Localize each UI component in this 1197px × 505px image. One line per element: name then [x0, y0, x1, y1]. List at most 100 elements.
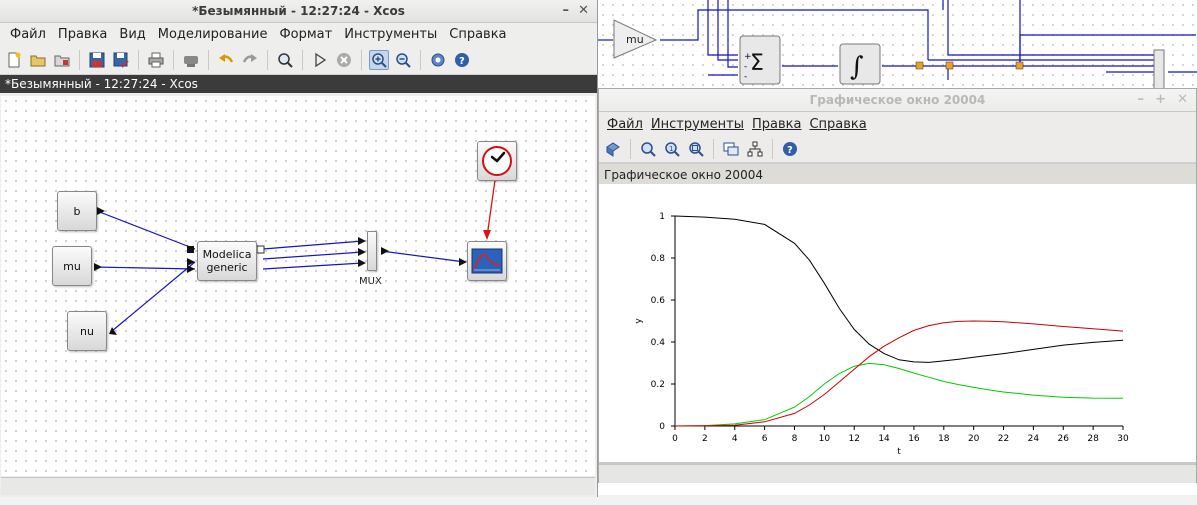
- document-tab[interactable]: *Безымянный - 12:27:24 - Xcos: [0, 75, 597, 93]
- integral-block[interactable]: [839, 43, 881, 85]
- help-icon[interactable]: ?: [780, 139, 800, 159]
- series-line-2: [674, 320, 1124, 427]
- zoom-out-icon[interactable]: [393, 50, 413, 70]
- graphics-menu-tools[interactable]: Инструменты: [650, 116, 744, 132]
- constant-block-b[interactable]: b: [57, 191, 97, 231]
- close-icon[interactable]: ✕: [1177, 92, 1188, 107]
- y-tick-label: 1: [659, 212, 665, 222]
- diagram-links: [93, 179, 496, 335]
- y-tick-label: 0.8: [651, 254, 666, 264]
- mux-block[interactable]: [367, 231, 377, 271]
- redo-icon[interactable]: [240, 50, 260, 70]
- background-diagram-window: Σ + - - ∫ mu: [598, 0, 1197, 90]
- help-icon[interactable]: ?: [452, 50, 472, 70]
- gain-block-shape: [613, 19, 658, 59]
- sum-symbol: Σ: [750, 51, 764, 76]
- diagram-canvas[interactable]: b mu nu Modelica generic MUX: [1, 96, 595, 476]
- modelica-generic-block[interactable]: Modelica generic: [197, 241, 257, 281]
- maximize-icon[interactable]: +: [1155, 92, 1166, 107]
- graphics-menu-edit[interactable]: Правка: [751, 116, 802, 132]
- zoom-fit-icon[interactable]: [686, 139, 706, 159]
- xcos-statusbar: [1, 477, 595, 495]
- stop-icon[interactable]: [334, 50, 354, 70]
- x-tick-label: 14: [878, 434, 890, 444]
- clock-block[interactable]: [477, 141, 517, 181]
- desktop-strip: [0, 495, 1197, 505]
- export-icon[interactable]: [181, 50, 201, 70]
- modelica-label-line2: generic: [206, 261, 248, 274]
- graphics-menu-file[interactable]: Файл: [607, 116, 643, 132]
- svg-text:+: +: [744, 52, 752, 62]
- new-icon[interactable]: [4, 50, 24, 70]
- setup-icon[interactable]: [428, 50, 448, 70]
- zoom-in-icon[interactable]: [369, 50, 389, 70]
- toolbar-separator: [713, 139, 714, 159]
- x-tick-label: 26: [1058, 434, 1070, 444]
- xcos-window-title: *Безымянный - 12:27:24 - Xcos: [192, 4, 405, 18]
- open-file-icon[interactable]: [52, 50, 72, 70]
- zoom-reset-icon[interactable]: 1: [662, 139, 682, 159]
- xcos-titlebar[interactable]: *Безымянный - 12:27:24 - Xcos – ✕: [0, 0, 597, 23]
- graphics-tab[interactable]: Графическое окно 20004: [599, 163, 1196, 187]
- x-tick-label: 4: [732, 434, 738, 444]
- xcos-toolbar: ?: [0, 46, 597, 75]
- background-diagram-svg: Σ + - - ∫: [598, 0, 1197, 90]
- minimize-icon[interactable]: –: [1137, 92, 1145, 107]
- mux-block-label: MUX: [359, 276, 382, 287]
- x-tick-label: 28: [1087, 434, 1099, 444]
- plot-area[interactable]: 0 2 4 6 8 10 12 14 16 18 20 22 24 26 28 30 0 0.2 0.4 0.6 0.8…: [599, 184, 1196, 462]
- sum-block[interactable]: [739, 35, 781, 85]
- xcos-window: *Безымянный - 12:27:24 - Xcos – ✕ Файл П…: [0, 0, 598, 497]
- horizontal-scrollbar[interactable]: [599, 462, 1196, 464]
- svg-text:1: 1: [669, 145, 673, 153]
- block-label-b: b: [73, 204, 81, 218]
- save-as-icon[interactable]: [111, 50, 131, 70]
- mux-block-bg[interactable]: [1153, 49, 1165, 90]
- menu-file[interactable]: Файл: [10, 27, 46, 42]
- x-tick-label: 8: [792, 434, 798, 444]
- x-tick-label: 0: [672, 434, 678, 444]
- fit-diagram-icon[interactable]: [275, 50, 295, 70]
- integral-symbol: ∫: [850, 52, 864, 82]
- x-tick-label: 6: [762, 434, 768, 444]
- menu-format[interactable]: Формат: [279, 27, 333, 42]
- svg-text:-: -: [744, 62, 747, 72]
- datatip-icon[interactable]: [721, 139, 741, 159]
- series-line-0: [674, 215, 1124, 363]
- constant-block-nu[interactable]: nu: [67, 311, 107, 351]
- y-tick-label: 0.4: [651, 338, 666, 348]
- menu-edit[interactable]: Правка: [57, 27, 108, 42]
- constant-block-mu[interactable]: mu: [52, 246, 92, 286]
- x-tick-label: 16: [908, 434, 920, 444]
- graphics-menu-help[interactable]: Справка: [809, 116, 867, 132]
- undo-icon[interactable]: [216, 50, 236, 70]
- rotate-icon[interactable]: [603, 139, 623, 159]
- minimize-icon[interactable]: –: [562, 3, 570, 18]
- open-icon[interactable]: [28, 50, 48, 70]
- modelica-label-line1: Modelica: [202, 248, 252, 261]
- print-icon[interactable]: [146, 50, 166, 70]
- scope-icon: [471, 248, 503, 274]
- x-tick-label: 24: [1028, 434, 1040, 444]
- editor-icon[interactable]: [745, 139, 765, 159]
- menu-tools[interactable]: Инструменты: [344, 27, 438, 42]
- menu-simulation[interactable]: Моделирование: [157, 27, 268, 42]
- save-icon[interactable]: [87, 50, 107, 70]
- y-tick-label: 0: [659, 422, 665, 432]
- x-axis-label: t: [897, 447, 901, 457]
- menu-help[interactable]: Справка: [449, 27, 507, 42]
- close-icon[interactable]: ✕: [578, 3, 589, 18]
- toolbar-separator: [772, 139, 773, 159]
- menu-view[interactable]: Вид: [119, 27, 146, 42]
- x-tick-label: 22: [998, 434, 1009, 444]
- graphics-window: Графическое окно 20004 – + ✕ Файл Инстру…: [598, 88, 1197, 483]
- start-icon[interactable]: [310, 50, 330, 70]
- zoom-area-icon[interactable]: [638, 139, 658, 159]
- scope-block[interactable]: [467, 241, 507, 281]
- graphics-titlebar[interactable]: Графическое окно 20004 – + ✕: [599, 89, 1196, 112]
- toolbar-separator: [630, 139, 631, 159]
- graphics-menubar: Файл Инструменты Правка Справка: [599, 112, 1196, 136]
- graphics-statusbar: [599, 464, 1196, 483]
- svg-text:-: -: [744, 72, 747, 82]
- toolbar-separator: [173, 50, 174, 70]
